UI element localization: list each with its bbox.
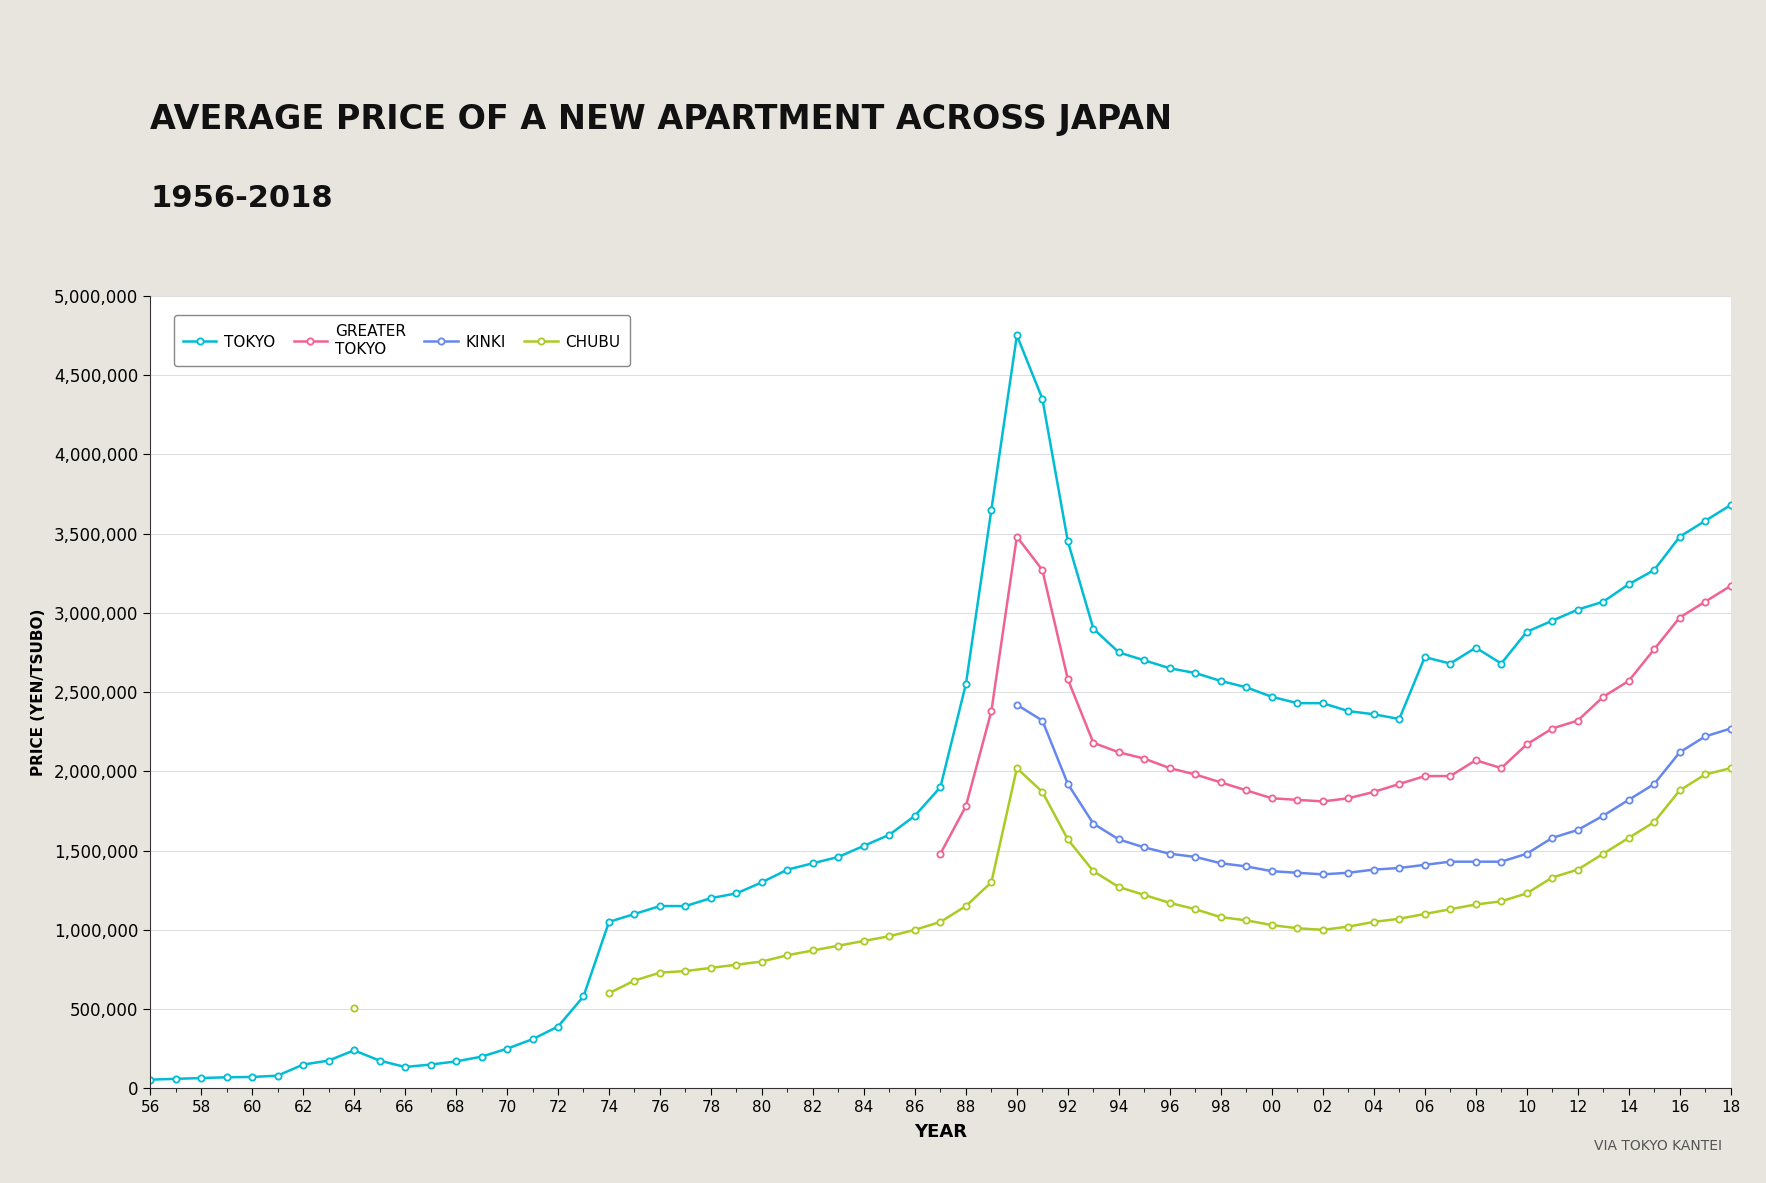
GREATER
TOKYO: [1415, 769, 1436, 783]
KINKI: [1593, 809, 1614, 823]
KINKI: [1109, 833, 1130, 847]
GREATER
TOKYO: [1261, 791, 1282, 806]
KINKI: [1083, 816, 1104, 830]
KINKI: [1439, 854, 1460, 868]
GREATER
TOKYO: [1312, 794, 1333, 808]
KINKI: [1388, 861, 1409, 875]
GREATER
TOKYO: [1058, 672, 1079, 686]
GREATER
TOKYO: [1491, 761, 1512, 775]
TOKYO: [623, 907, 645, 922]
GREATER
TOKYO: [1669, 610, 1690, 625]
GREATER
TOKYO: [1644, 642, 1665, 657]
KINKI: [1542, 830, 1563, 845]
KINKI: [1312, 867, 1333, 881]
KINKI: [1695, 730, 1717, 744]
KINKI: [1210, 856, 1231, 871]
KINKI: [1031, 713, 1053, 728]
Y-axis label: PRICE (YEN/TSUBO): PRICE (YEN/TSUBO): [30, 608, 46, 776]
GREATER
TOKYO: [1695, 595, 1717, 609]
KINKI: [1007, 698, 1028, 712]
GREATER
TOKYO: [1210, 775, 1231, 789]
GREATER
TOKYO: [1720, 578, 1741, 593]
TOKYO: [1261, 690, 1282, 704]
KINKI: [1261, 864, 1282, 878]
KINKI: [1517, 847, 1538, 861]
TOKYO: [879, 828, 901, 842]
GREATER
TOKYO: [1363, 784, 1385, 799]
Legend: TOKYO, GREATER
TOKYO, KINKI, CHUBU: TOKYO, GREATER TOKYO, KINKI, CHUBU: [173, 316, 630, 366]
GREATER
TOKYO: [1618, 674, 1639, 689]
GREATER
TOKYO: [1337, 791, 1358, 806]
KINKI: [1058, 777, 1079, 791]
TOKYO: [140, 1073, 161, 1087]
GREATER
TOKYO: [1158, 761, 1180, 775]
KINKI: [1618, 793, 1639, 807]
GREATER
TOKYO: [1236, 783, 1257, 797]
GREATER
TOKYO: [1388, 777, 1409, 791]
KINKI: [1337, 866, 1358, 880]
TOKYO: [1695, 513, 1717, 528]
GREATER
TOKYO: [1134, 751, 1155, 765]
GREATER
TOKYO: [1593, 690, 1614, 704]
TOKYO: [931, 780, 952, 794]
KINKI: [1720, 722, 1741, 736]
Line: GREATER
TOKYO: GREATER TOKYO: [938, 534, 1734, 856]
Line: KINKI: KINKI: [1014, 702, 1734, 878]
KINKI: [1566, 823, 1588, 838]
GREATER
TOKYO: [955, 799, 977, 813]
GREATER
TOKYO: [980, 704, 1001, 718]
KINKI: [1158, 847, 1180, 861]
KINKI: [1466, 854, 1487, 868]
GREATER
TOKYO: [1083, 736, 1104, 750]
Text: AVERAGE PRICE OF A NEW APARTMENT ACROSS JAPAN: AVERAGE PRICE OF A NEW APARTMENT ACROSS …: [150, 103, 1173, 136]
GREATER
TOKYO: [1466, 754, 1487, 768]
KINKI: [1644, 777, 1665, 791]
KINKI: [1363, 862, 1385, 877]
GREATER
TOKYO: [1031, 563, 1053, 577]
Text: 1956-2018: 1956-2018: [150, 183, 332, 213]
GREATER
TOKYO: [1185, 768, 1206, 782]
GREATER
TOKYO: [1517, 737, 1538, 751]
KINKI: [1287, 866, 1309, 880]
KINKI: [1134, 840, 1155, 854]
Line: TOKYO: TOKYO: [147, 332, 1734, 1082]
Text: VIA TOKYO KANTEI: VIA TOKYO KANTEI: [1595, 1139, 1722, 1153]
GREATER
TOKYO: [1566, 713, 1588, 728]
KINKI: [1415, 858, 1436, 872]
KINKI: [1236, 859, 1257, 873]
GREATER
TOKYO: [1109, 745, 1130, 759]
TOKYO: [572, 989, 593, 1003]
GREATER
TOKYO: [1542, 722, 1563, 736]
KINKI: [1185, 849, 1206, 864]
X-axis label: YEAR: YEAR: [913, 1124, 968, 1142]
KINKI: [1669, 745, 1690, 759]
GREATER
TOKYO: [1439, 769, 1460, 783]
GREATER
TOKYO: [1007, 530, 1028, 544]
TOKYO: [1007, 328, 1028, 343]
GREATER
TOKYO: [1287, 793, 1309, 807]
TOKYO: [1720, 498, 1741, 512]
KINKI: [1491, 854, 1512, 868]
GREATER
TOKYO: [931, 847, 952, 861]
